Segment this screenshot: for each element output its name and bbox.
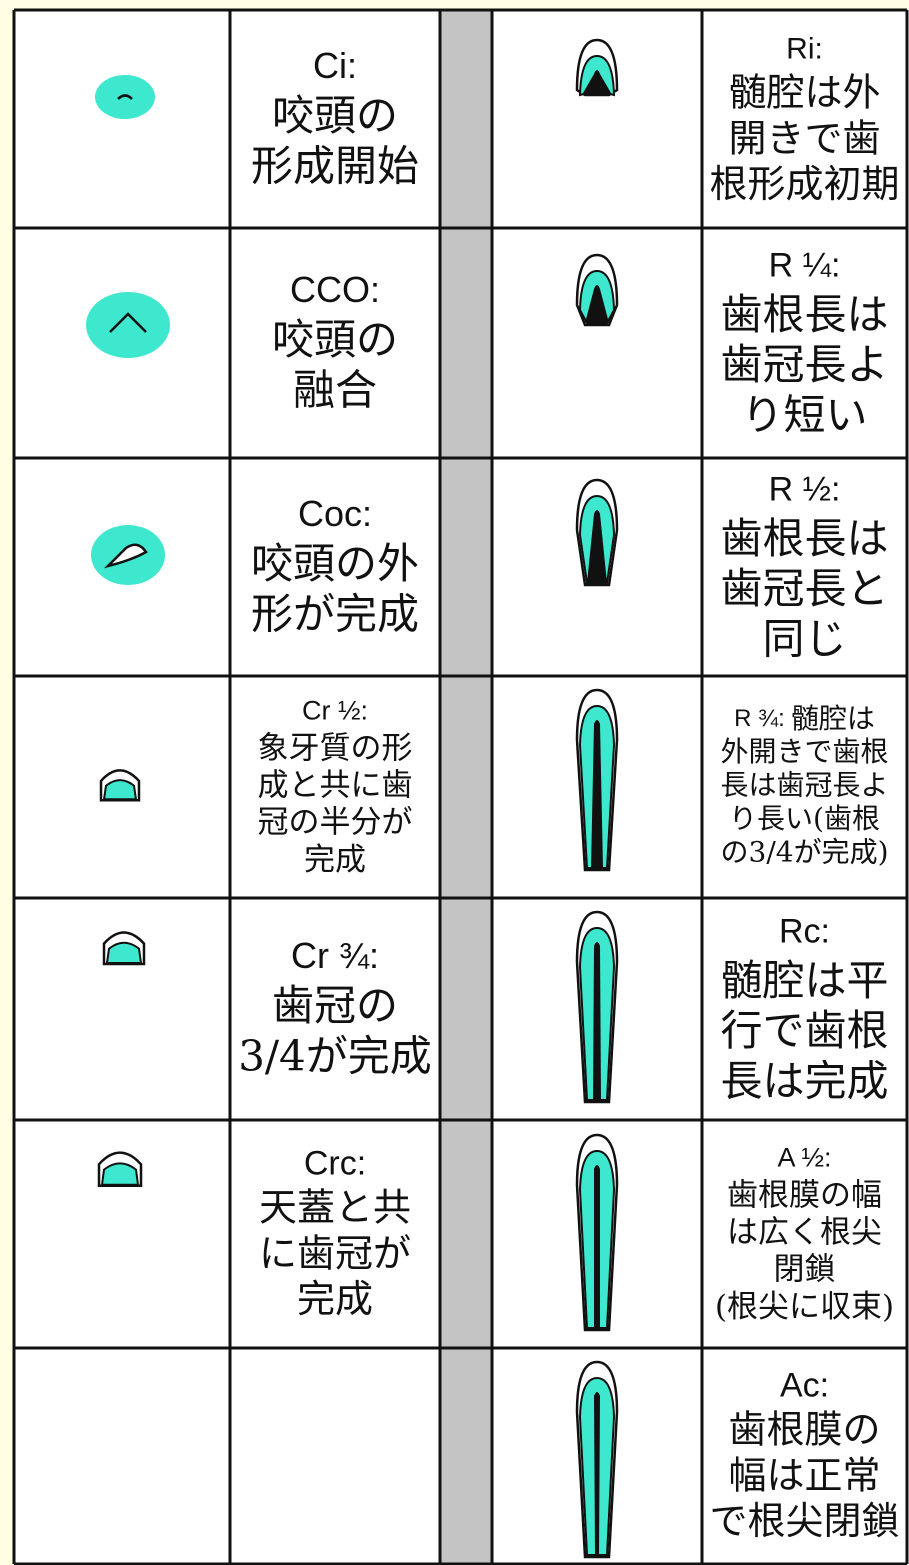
- stage-line: 3/4が完成: [238, 1031, 432, 1080]
- stage-line: に歯冠が: [259, 1231, 411, 1275]
- stage-line: 同じ: [762, 615, 846, 664]
- stage-line: 咬頭の外: [251, 539, 419, 588]
- stage-line: で根尖閉鎖: [709, 1499, 899, 1543]
- tooth-pulp: [583, 70, 611, 93]
- stage-line: 根形成初期: [709, 162, 899, 206]
- stage-code: R ¾:: [734, 705, 785, 732]
- stage-line: り長い(歯根: [729, 802, 880, 835]
- stage-line: 天蓋と共: [259, 1186, 411, 1230]
- crypt: [95, 75, 155, 119]
- stage-code: Rc:: [779, 912, 830, 950]
- stage-code: Ci:: [313, 45, 357, 86]
- separator: [440, 10, 492, 1565]
- stage-line: 歯根長は: [720, 514, 888, 563]
- stage-line: 完成: [297, 1277, 373, 1321]
- stage-line: 歯冠の: [272, 981, 398, 1030]
- crown-dentin: [102, 779, 138, 801]
- tooth-pulp: [585, 285, 609, 323]
- stage-line: 閉鎖: [774, 1252, 836, 1288]
- stage-line: 髄腔は: [791, 701, 875, 734]
- stage-line: 幅は正常: [728, 1453, 880, 1497]
- cusp: [117, 94, 133, 100]
- cusp: [103, 543, 148, 569]
- stage-line: 形成開始: [251, 141, 419, 190]
- stage-line: 外開きで歯根: [720, 735, 888, 768]
- grid: [12, 8, 909, 1565]
- stage-code: R ½:: [769, 470, 841, 508]
- stage-line: 冠の半分が: [258, 805, 413, 841]
- stage-line: (根尖に収束): [715, 1289, 894, 1325]
- tooth-pulp: [593, 942, 601, 1100]
- stage-code: Ri:: [786, 33, 823, 66]
- stage-line: は広く根尖: [727, 1215, 882, 1251]
- stage-code: Cr ¾:: [291, 935, 379, 976]
- stage-line: 長は完成: [720, 1057, 888, 1106]
- stage-code: R ¼:: [769, 246, 841, 284]
- stage-code: Ac:: [780, 1367, 829, 1405]
- stage-line: 歯冠長と: [720, 564, 888, 613]
- stage-line: 歯根膜の幅: [727, 1177, 882, 1213]
- stage-line: 象牙質の形: [258, 730, 413, 766]
- stage-line: 歯冠長よ: [720, 340, 888, 389]
- stage-line: 長は歯冠長よ: [720, 769, 888, 802]
- stage-line: 行で歯根: [720, 1006, 888, 1055]
- crypt: [86, 292, 170, 358]
- crown-dentin: [100, 1162, 140, 1186]
- tooth-pulp: [594, 1165, 600, 1328]
- cusp: [109, 312, 147, 333]
- stage-line: り短い: [741, 391, 867, 440]
- stage-line: の3/4が完成): [721, 836, 889, 869]
- stage-code: Cr ½:: [302, 696, 368, 726]
- stage-code: Crc:: [304, 1145, 366, 1183]
- stage-line: 融合: [293, 365, 377, 414]
- stage-code: Coc:: [298, 493, 372, 534]
- stage-text: R ¾: 髄腔は: [734, 701, 875, 734]
- stage-line: 歯根膜の: [728, 1408, 880, 1452]
- tooth-pulp: [594, 1392, 600, 1555]
- stage-line: 髄腔は外: [728, 71, 880, 115]
- stage-line: 咬頭の: [272, 91, 398, 140]
- stage-code: CCO:: [290, 269, 380, 310]
- stage-line: 咬頭の: [272, 315, 398, 364]
- stage-code: A ½:: [777, 1143, 831, 1173]
- stage-line: 歯根長は: [720, 290, 888, 339]
- stage-line: 完成: [304, 842, 366, 878]
- crown-dentin: [105, 941, 143, 964]
- stage-line: 成と共に歯: [258, 768, 413, 804]
- stage-line: 開きで歯: [728, 116, 880, 160]
- tooth-pulp: [591, 720, 603, 868]
- stage-line: 髄腔は平: [720, 956, 888, 1005]
- stage-line: 形が完成: [251, 589, 419, 638]
- tooth-pulp: [587, 510, 607, 583]
